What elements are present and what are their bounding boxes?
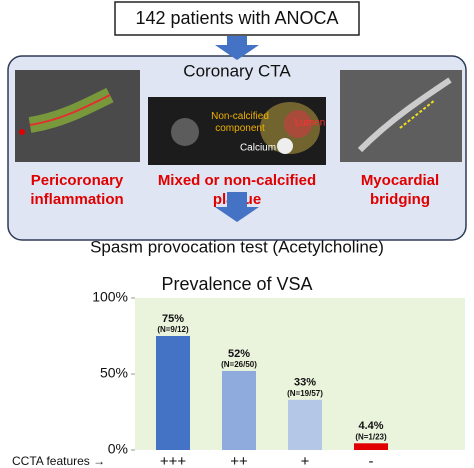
value-label: 52% — [228, 348, 250, 360]
caption: Pericoronary — [31, 172, 124, 189]
image-label: Calcium — [240, 143, 276, 154]
n-label: (N=1/23) — [355, 432, 387, 441]
value-label: 33% — [294, 377, 316, 389]
y-tick-label: 100% — [92, 289, 128, 305]
bar — [354, 443, 388, 450]
caption: Myocardial — [361, 172, 439, 189]
x-tick-label: +++ — [160, 453, 187, 468]
y-tick-label: 50% — [100, 365, 128, 381]
caption: bridging — [370, 191, 430, 208]
bar — [288, 399, 322, 450]
arrow — [215, 192, 259, 222]
image-label: Non-calcified — [211, 111, 269, 122]
n-label: (N=9/12) — [157, 325, 189, 334]
x-tick-label: + — [301, 453, 310, 468]
image-middle: Non-calcified component Lumen Calcium — [148, 97, 326, 165]
test-title: Spasm provocation test (Acetylcholine) — [90, 237, 384, 256]
x-axis-label: CCTA features → — [12, 454, 105, 468]
header-title: 142 patients with ANOCA — [135, 8, 338, 28]
panel-title: Coronary CTA — [183, 61, 291, 80]
y-tick-label: 0% — [108, 441, 128, 457]
n-label: (N=19/57) — [287, 389, 323, 398]
image-label: Lumen — [295, 118, 326, 129]
image-label: component — [215, 123, 265, 134]
caption: inflammation — [30, 191, 123, 208]
caption: Mixed or non-calcified — [158, 172, 316, 189]
n-label: (N=26/50) — [221, 360, 257, 369]
value-label: 4.4% — [358, 420, 383, 432]
arrow — [215, 36, 259, 60]
x-tick-label: - — [369, 453, 374, 468]
image-right — [340, 70, 462, 162]
bar — [156, 336, 190, 450]
bar — [222, 370, 256, 450]
image-left — [15, 70, 140, 162]
chart-title: Prevalence of VSA — [161, 274, 312, 294]
x-tick-label: ++ — [230, 453, 248, 468]
header-box — [114, 1, 360, 36]
value-label: 75% — [162, 313, 184, 325]
